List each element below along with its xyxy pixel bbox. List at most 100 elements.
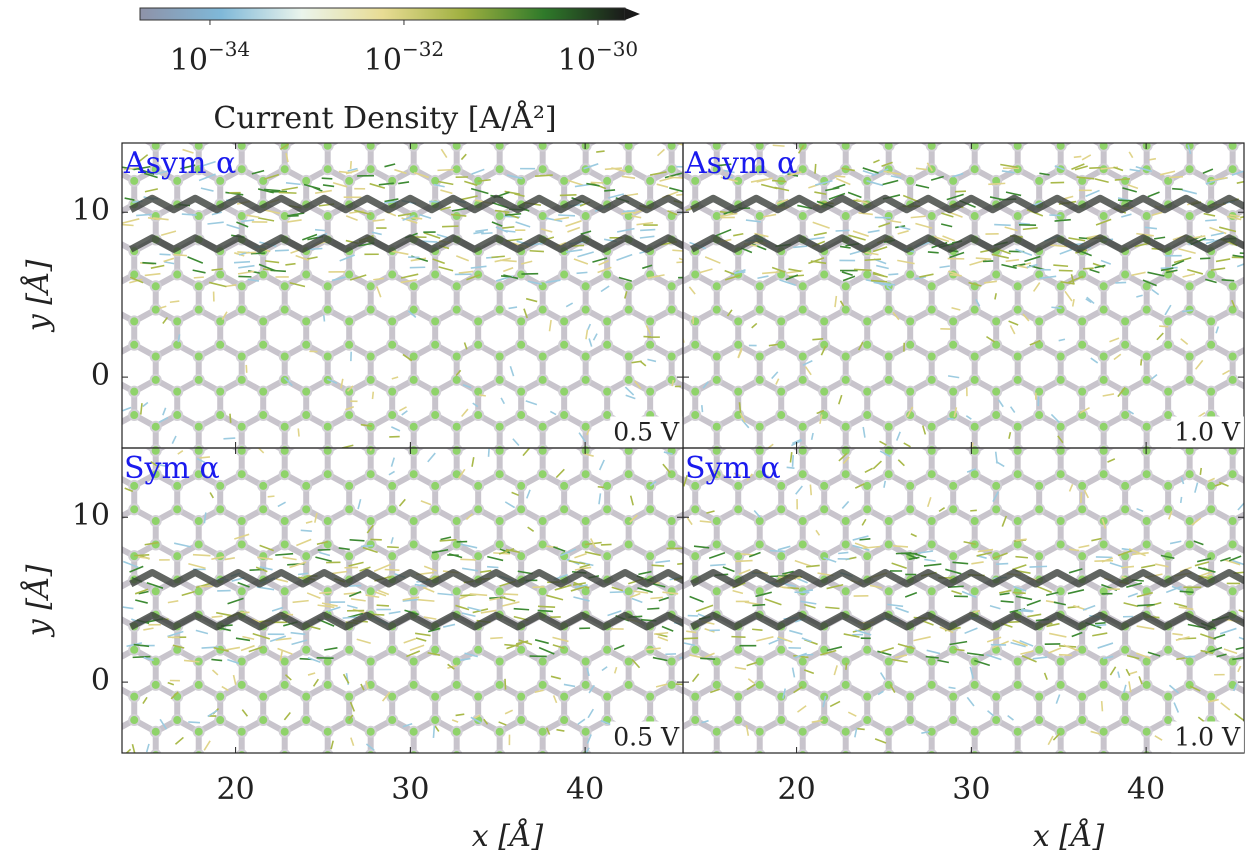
current-vector — [365, 743, 375, 751]
atom-core — [603, 176, 612, 185]
current-vector — [122, 606, 134, 610]
atom — [107, 70, 119, 82]
atom-core — [754, 798, 762, 806]
atom-core — [495, 657, 504, 666]
atom-core — [238, 72, 246, 80]
atom-core — [1035, 60, 1043, 68]
current-vector — [629, 592, 641, 599]
atom-core — [87, 317, 95, 325]
current-vector — [181, 590, 195, 597]
atom-core — [539, 330, 547, 338]
current-vector — [921, 425, 927, 435]
atom — [107, 609, 119, 621]
current-vector — [1085, 189, 1100, 198]
current-vector — [897, 259, 915, 265]
atom-core — [1035, 387, 1044, 396]
atom-core — [109, 72, 117, 80]
current-vector — [567, 226, 581, 233]
current-vector — [312, 678, 320, 687]
atom — [840, 819, 852, 831]
current-vector — [678, 257, 683, 261]
current-vector — [1160, 266, 1178, 270]
atom-core — [259, 716, 268, 725]
atom — [1076, 456, 1088, 468]
atom-core — [1142, 143, 1151, 150]
atom-core — [87, 481, 95, 489]
current-vector — [498, 721, 507, 726]
atom — [990, 58, 1002, 70]
atom — [1205, 58, 1217, 70]
atom — [969, 70, 981, 82]
current-vector — [853, 268, 872, 272]
current-vector — [365, 680, 369, 690]
atom-core — [992, 270, 1001, 279]
atom-core — [603, 107, 611, 115]
current-vector — [775, 378, 780, 385]
atom-core — [216, 481, 225, 490]
atom — [408, 398, 420, 410]
atom-core — [777, 107, 785, 115]
atom-core — [581, 352, 590, 361]
atom-core — [345, 317, 354, 326]
current-vector — [381, 691, 391, 702]
atom-core — [195, 493, 203, 501]
atom-core — [1164, 763, 1172, 771]
atom-core — [409, 375, 418, 384]
atom-core — [259, 435, 267, 443]
atom — [451, 796, 463, 808]
atom-core — [431, 481, 440, 490]
current-vector — [270, 269, 286, 273]
atom-core — [1228, 448, 1237, 455]
current-vector — [442, 225, 459, 228]
current-vector — [455, 604, 470, 611]
atom — [193, 93, 205, 105]
atom-core — [1057, 798, 1065, 806]
atom-core — [517, 387, 526, 396]
current-vector — [428, 627, 441, 633]
atom-core — [109, 611, 117, 619]
atom — [365, 819, 377, 831]
atom-core — [87, 60, 95, 68]
atom-core — [625, 400, 633, 408]
atom — [257, 456, 269, 468]
atom-core — [970, 470, 979, 479]
current-vector — [263, 173, 280, 180]
current-vector — [576, 271, 588, 275]
atom-core — [194, 305, 203, 314]
atom — [107, 233, 119, 245]
current-vector — [520, 260, 533, 265]
atom-core — [1207, 107, 1215, 115]
current-vector — [247, 278, 260, 282]
atom-core — [431, 763, 439, 771]
atom-core — [1014, 821, 1022, 829]
atom — [969, 491, 981, 503]
current-vector — [573, 258, 589, 265]
atom-core — [798, 282, 807, 291]
atom-core — [1056, 517, 1065, 526]
current-vector — [491, 221, 503, 227]
atom — [107, 0, 119, 11]
atom-core — [711, 330, 719, 338]
current-vector — [257, 556, 273, 561]
atom — [408, 491, 420, 503]
atom-core — [109, 306, 117, 314]
current-vector — [414, 583, 426, 587]
atom-core — [560, 481, 569, 490]
atom-core — [152, 493, 160, 501]
atom — [107, 585, 119, 597]
atom-core — [1250, 271, 1258, 279]
atom — [1055, 23, 1067, 35]
atom-core — [646, 458, 654, 466]
atom-core — [151, 727, 160, 736]
current-vector — [177, 334, 181, 343]
current-vector — [878, 222, 891, 228]
atom-core — [1229, 493, 1237, 501]
current-vector — [208, 281, 227, 288]
atom — [709, 796, 721, 808]
atom-core — [259, 365, 267, 373]
current-vector — [556, 728, 565, 732]
current-vector — [604, 167, 623, 171]
current-vector — [221, 685, 229, 692]
current-vector — [500, 596, 516, 602]
atom-core — [324, 72, 332, 80]
